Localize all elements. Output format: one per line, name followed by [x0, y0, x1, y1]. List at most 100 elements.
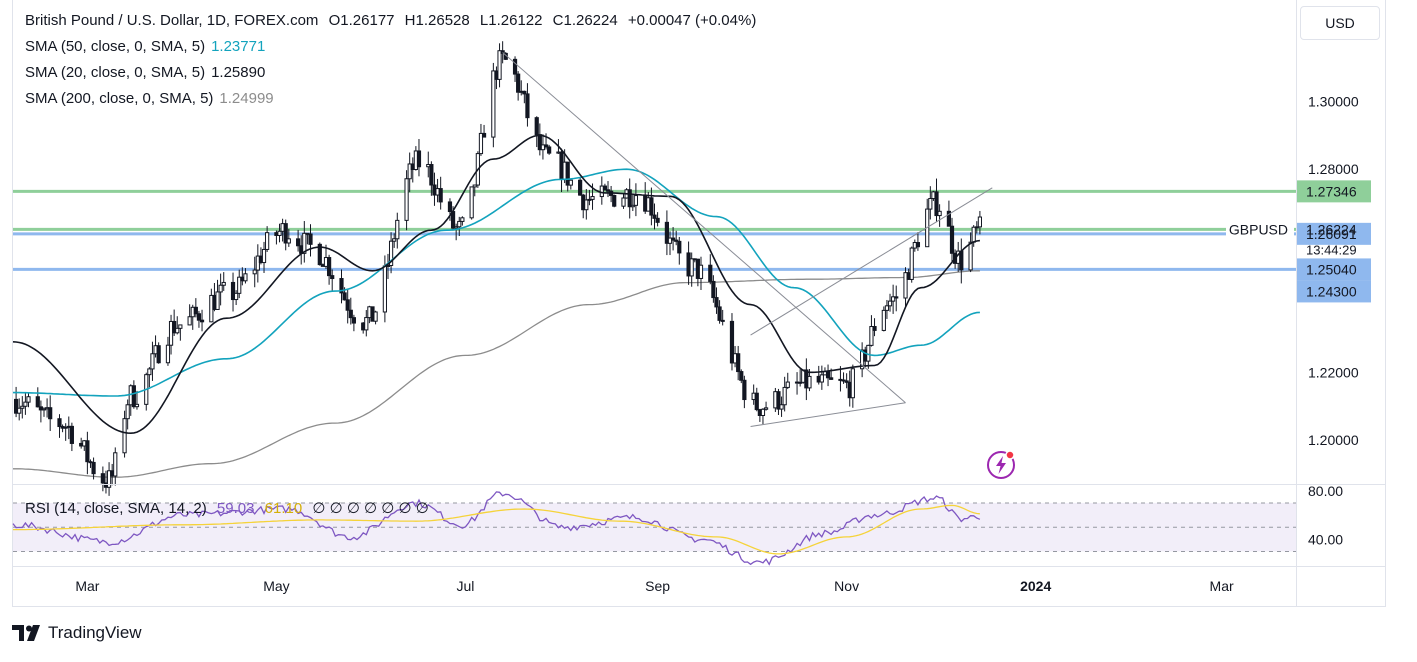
candle-body: [392, 238, 397, 242]
chart-frame: [12, 0, 1386, 607]
candle-body: [881, 309, 886, 331]
candle-body: [915, 242, 921, 248]
candle-body: [196, 313, 202, 321]
candle-body: [57, 418, 62, 428]
candle-body: [125, 404, 130, 420]
tag-1-24300-bg: [1297, 280, 1371, 303]
candle-body: [652, 214, 657, 219]
candle-body: [584, 199, 589, 211]
candle-body: [621, 197, 626, 207]
ohlc-change: +0.00047 (+0.04%): [627, 12, 757, 29]
candle-body: [720, 319, 725, 322]
candle-body: [782, 386, 787, 406]
candle-body: [395, 219, 400, 240]
candle-body: [968, 241, 973, 271]
candle-body: [234, 292, 239, 301]
candle-body: [547, 146, 552, 154]
y-tick-label: 1.22000: [1308, 364, 1359, 380]
ohlc-open: O1.26177: [328, 12, 395, 29]
candle-body: [516, 73, 521, 93]
candle-body: [172, 320, 177, 334]
rsi-pane[interactable]: 80.00 40.00: [12, 483, 1343, 566]
candle-body: [41, 408, 47, 411]
candle-body: [819, 374, 824, 383]
candle-body: [147, 368, 152, 376]
candle-body: [633, 195, 639, 206]
candle-body: [447, 201, 453, 213]
rsi-legend[interactable]: RSI (14, close, SMA, 14, 2) 59.03 61.10 …: [25, 499, 435, 517]
candle-body: [627, 189, 632, 208]
brand-name: TradingView: [48, 623, 142, 642]
price-tags: 1.27346 1.26091 1.25040 1.24300 1.26224 13:44…: [1226, 180, 1371, 303]
candle-body: [891, 296, 896, 302]
candle-body: [630, 204, 635, 208]
candle-body: [677, 240, 682, 254]
candle-body: [317, 243, 322, 266]
rsi-sma-value: 61.10: [264, 500, 303, 517]
trendline: [750, 402, 906, 427]
candle-body: [884, 305, 890, 311]
candle-body: [382, 265, 387, 313]
candle-body: [35, 396, 40, 408]
candle-body: [776, 391, 781, 410]
candle-body: [450, 211, 456, 229]
y-tick-label: 1.20000: [1308, 432, 1359, 448]
indicator-sma200-value: 1.24999: [219, 90, 274, 107]
candle-body: [91, 461, 96, 475]
sma20-path: [12, 134, 981, 435]
candle-body: [736, 353, 741, 373]
rsi-extras: ∅ ∅ ∅ ∅ ∅ ∅ ∅: [312, 500, 429, 517]
x-tick-label: May: [263, 578, 289, 594]
candle-body: [178, 324, 183, 329]
currency-label: USD: [1325, 15, 1355, 31]
candle-body: [218, 284, 223, 293]
x-tick-label: Mar: [1210, 578, 1234, 594]
sma50-line: [13, 168, 980, 397]
lightning-bolt-icon[interactable]: [986, 450, 1016, 480]
candle-body: [664, 221, 669, 244]
candle-body: [844, 380, 849, 383]
symbol-title[interactable]: British Pound / U.S. Dollar, 1D, FOREX.c…: [25, 12, 319, 29]
symbol-legend[interactable]: British Pound / U.S. Dollar, 1D, FOREX.c…: [25, 12, 762, 29]
trendlines[interactable]: [502, 52, 993, 427]
rsi-line: [12, 491, 981, 566]
candle-body: [404, 178, 409, 221]
current-price-label: 1.26224: [1306, 221, 1357, 237]
rsi-value: 59.03: [216, 500, 255, 517]
indicator-sma50-value: 1.23771: [211, 38, 266, 55]
sma50-path: [13, 168, 980, 397]
indicator-sma20[interactable]: SMA (20, close, 0, SMA, 5) 1.25890: [25, 64, 265, 81]
candle-body: [946, 210, 952, 227]
y-tick-label: 1.30000: [1308, 94, 1359, 110]
tag-1-26091-bg: [1297, 222, 1371, 245]
candle-body: [122, 418, 127, 454]
support-resistance-lines[interactable]: [13, 189, 1296, 271]
candle-body: [587, 198, 592, 201]
indicator-sma50[interactable]: SMA (50, close, 0, SMA, 5) 1.23771: [25, 38, 265, 55]
tag-1-25040-bg: [1297, 258, 1371, 281]
trendline: [502, 52, 906, 404]
candle-body: [237, 276, 242, 294]
candle-body: [714, 297, 719, 308]
candle-body: [26, 396, 31, 403]
candle-body: [175, 327, 180, 334]
candle-body: [131, 385, 136, 408]
candle-body: [763, 407, 769, 410]
currency-button[interactable]: USD: [1300, 6, 1380, 40]
indicator-sma200[interactable]: SMA (200, close, 0, SMA, 5) 1.24999: [25, 90, 274, 107]
candle-body: [85, 440, 90, 463]
candle-body: [491, 70, 496, 138]
brand[interactable]: TradingView: [12, 623, 142, 643]
candle-body: [568, 179, 573, 186]
candle-body: [612, 194, 617, 207]
tag-1-24300: 1.24300: [1306, 283, 1357, 299]
candle-body: [106, 470, 112, 488]
tradingview-logo-icon: [12, 625, 40, 641]
candle-body: [742, 379, 747, 401]
tag-1-26091: 1.26091: [1306, 226, 1357, 242]
candle-body: [578, 179, 583, 196]
candle-body: [302, 232, 307, 254]
candle-body: [909, 247, 914, 280]
candle-body: [221, 281, 226, 286]
